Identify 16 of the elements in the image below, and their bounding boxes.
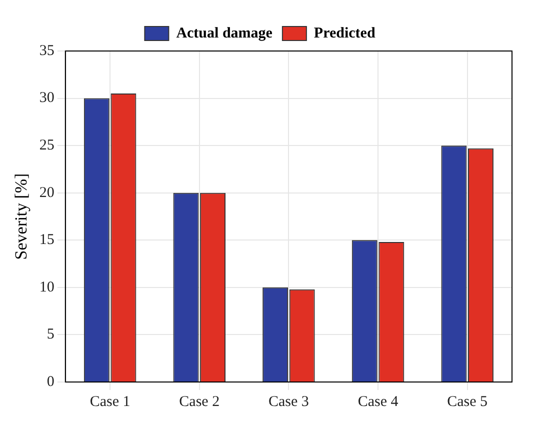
y-tick-label: 20 <box>39 184 54 201</box>
y-tick-label: 5 <box>46 326 54 343</box>
y-tick-label: 25 <box>39 138 54 154</box>
y-axis-title: Severity [%] <box>12 173 31 260</box>
y-tick-label: 10 <box>39 279 54 296</box>
x-tick-label: Case 1 <box>90 394 130 410</box>
y-tick-label: 35 <box>39 42 54 59</box>
legend-label: Predicted <box>314 25 376 42</box>
y-tick-label: 15 <box>39 232 54 248</box>
legend-label: Actual damage <box>176 25 273 42</box>
x-tick-label: Case 4 <box>358 394 399 410</box>
x-tick-label: Case 2 <box>179 394 220 410</box>
y-tick-label: 30 <box>39 90 54 106</box>
x-tick-label: Case 5 <box>447 394 488 410</box>
x-tick-label: Case 3 <box>268 394 309 410</box>
y-tick-label: 0 <box>46 374 54 390</box>
